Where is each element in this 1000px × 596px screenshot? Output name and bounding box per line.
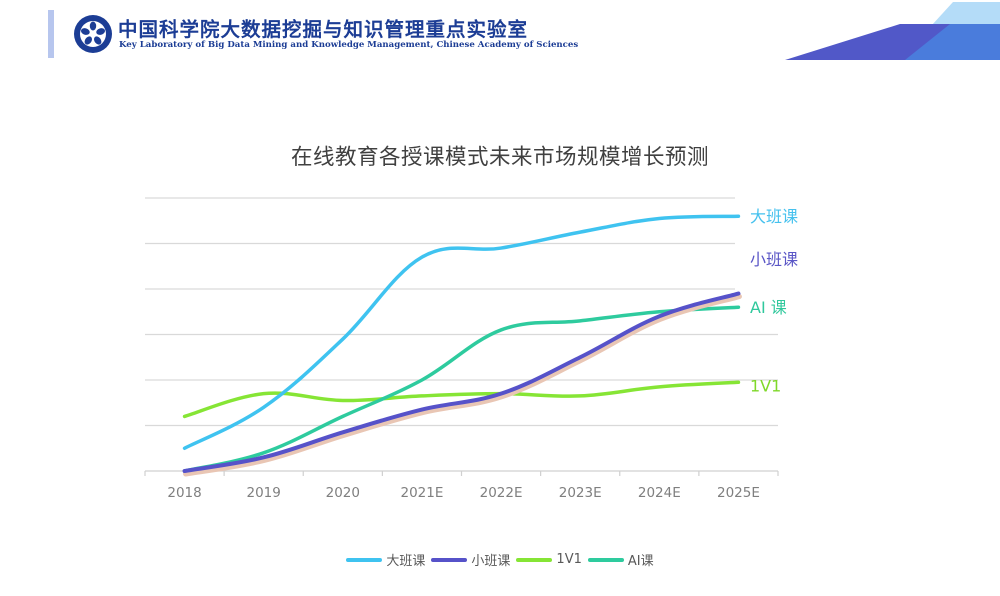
x-tick-label: 2022E [480, 485, 523, 501]
legend-label: 1V1 [556, 552, 582, 567]
chart-legend: 大班课 小班课 1V1 AI课 [0, 550, 1000, 569]
cas-seal-icon [74, 15, 112, 53]
header-banner-decoration [785, 2, 1000, 60]
x-tick-label: 2023E [559, 485, 602, 501]
legend-label: AI课 [627, 554, 654, 569]
legend-swatch [516, 557, 553, 562]
header-accent-bar [48, 10, 54, 58]
legend-label: 大班课 [386, 554, 426, 569]
legend-item[interactable]: 1V1 [516, 552, 582, 567]
series-end-label: 1V1 [750, 376, 781, 395]
org-name-cn: 中国科学院大数据挖掘与知识管理重点实验室 [118, 18, 529, 41]
legend-swatch [587, 557, 624, 562]
chart-title: 在线教育各授课模式未来市场规模增长预测 [290, 145, 709, 170]
legend-item[interactable]: 大班课 [346, 550, 425, 569]
x-tick-label: 2021E [400, 485, 443, 501]
legend-label: 小班课 [471, 554, 511, 569]
series-end-label: 小班课 [750, 250, 798, 269]
series-line-1V1 [182, 380, 741, 419]
legend-item[interactable]: 小班课 [431, 550, 510, 569]
series-shadow-小班课 [183, 294, 742, 477]
series-line-小班课 [182, 291, 741, 473]
series-line-大班课 [182, 214, 741, 450]
x-tick-label: 2020 [326, 485, 360, 501]
series-line-AI课 [182, 305, 741, 473]
x-tick-label: 2025E [717, 485, 760, 501]
series-end-label: 大班课 [750, 207, 798, 226]
legend-swatch [346, 557, 383, 562]
series-end-label: AI 课 [750, 298, 787, 317]
org-name-en: Key Laboratory of Big Data Mining and Kn… [119, 40, 579, 50]
x-tick-label: 2019 [247, 485, 281, 501]
legend-swatch [431, 557, 468, 562]
x-tick-label: 2024E [638, 485, 681, 501]
x-tick-label: 2018 [167, 485, 201, 501]
legend-item[interactable]: AI课 [587, 550, 654, 569]
